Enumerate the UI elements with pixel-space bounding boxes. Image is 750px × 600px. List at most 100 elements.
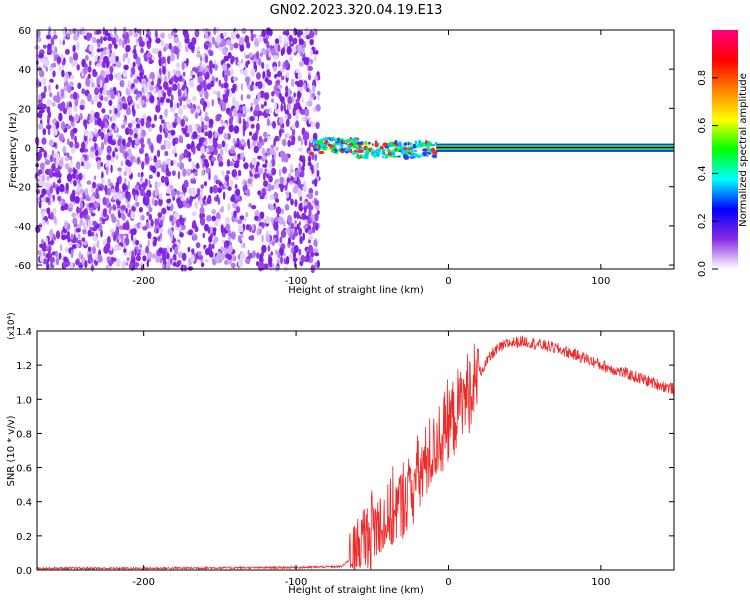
noise-speckle bbox=[67, 85, 72, 93]
x-tick-label: -100 bbox=[285, 276, 308, 287]
noise-speckle bbox=[305, 253, 311, 262]
noise-speckle bbox=[235, 206, 241, 214]
noise-speckle bbox=[295, 115, 299, 121]
noise-speckle bbox=[256, 122, 260, 132]
noise-speckle bbox=[58, 159, 64, 168]
noise-speckle bbox=[236, 142, 240, 148]
noise-speckle bbox=[104, 70, 110, 75]
noise-speckle bbox=[132, 49, 137, 54]
noise-speckle bbox=[306, 87, 310, 93]
noise-speckle bbox=[228, 245, 233, 253]
noise-speckle bbox=[86, 180, 92, 185]
noise-speckle bbox=[133, 78, 139, 84]
noise-speckle bbox=[228, 124, 234, 133]
noise-speckle bbox=[188, 230, 193, 236]
x-tick-label: -200 bbox=[132, 577, 155, 588]
noise-speckle bbox=[189, 79, 195, 88]
noise-speckle bbox=[63, 36, 66, 41]
noise-speckle bbox=[280, 247, 284, 257]
onset-blob bbox=[403, 142, 407, 146]
noise-speckle bbox=[214, 64, 219, 71]
noise-speckle bbox=[50, 211, 54, 221]
noise-speckle bbox=[209, 145, 215, 152]
noise-speckle bbox=[307, 100, 313, 107]
noise-speckle bbox=[192, 146, 196, 155]
noise-speckle bbox=[59, 183, 65, 193]
onset-blob bbox=[431, 154, 437, 158]
y-tick-label: 0.6 bbox=[16, 464, 32, 475]
noise-speckle bbox=[87, 246, 92, 252]
signal-band-strip bbox=[436, 149, 674, 152]
noise-speckle bbox=[49, 92, 53, 98]
noise-speckle bbox=[227, 133, 231, 140]
noise-speckle bbox=[216, 34, 221, 44]
noise-speckle bbox=[280, 243, 285, 250]
noise-speckle bbox=[173, 211, 179, 218]
noise-speckle bbox=[187, 151, 192, 158]
noise-speckle bbox=[83, 161, 89, 170]
noise-speckle bbox=[73, 179, 77, 187]
noise-speckle bbox=[113, 72, 117, 79]
noise-speckle bbox=[148, 59, 154, 65]
noise-speckle bbox=[296, 90, 302, 99]
noise-speckle bbox=[131, 119, 135, 125]
noise-speckle bbox=[200, 55, 203, 63]
noise-speckle bbox=[261, 62, 265, 69]
noise-speckle bbox=[295, 108, 300, 116]
noise-speckle bbox=[68, 241, 73, 246]
noise-speckle bbox=[122, 39, 125, 49]
noise-speckle bbox=[307, 155, 312, 163]
noise-speckle bbox=[108, 56, 114, 63]
noise-speckle bbox=[295, 98, 300, 103]
noise-speckle bbox=[263, 180, 268, 188]
noise-speckle bbox=[68, 155, 73, 161]
noise-speckle bbox=[179, 232, 184, 238]
noise-speckle bbox=[200, 146, 205, 154]
noise-speckle bbox=[107, 187, 112, 196]
noise-speckle bbox=[287, 214, 292, 223]
noise-speckle bbox=[300, 202, 303, 211]
noise-speckle bbox=[115, 60, 122, 68]
noise-speckle bbox=[308, 235, 314, 241]
noise-speckle bbox=[218, 181, 223, 187]
noise-speckle bbox=[159, 232, 163, 239]
onset-blob bbox=[322, 147, 328, 151]
noise-speckle bbox=[146, 137, 151, 145]
noise-speckle bbox=[211, 243, 215, 249]
noise-speckle bbox=[184, 44, 189, 53]
noise-speckle bbox=[212, 227, 217, 233]
noise-speckle bbox=[309, 164, 314, 171]
noise-speckle bbox=[230, 55, 235, 63]
noise-speckle bbox=[125, 207, 128, 214]
noise-speckle bbox=[106, 154, 112, 161]
noise-speckle bbox=[274, 38, 280, 45]
noise-speckle bbox=[208, 235, 213, 243]
onset-blob bbox=[337, 137, 340, 143]
noise-speckle bbox=[78, 251, 82, 260]
noise-speckle bbox=[102, 50, 107, 56]
noise-speckle bbox=[228, 110, 233, 118]
noise-speckle bbox=[256, 161, 260, 167]
noise-speckle bbox=[258, 222, 263, 227]
noise-speckle bbox=[203, 84, 208, 93]
noise-speckle bbox=[48, 139, 54, 147]
noise-speckle bbox=[154, 188, 159, 197]
onset-blob bbox=[426, 153, 429, 157]
noise-speckle bbox=[62, 27, 66, 36]
signal-band-strip bbox=[436, 148, 674, 151]
noise-speckle bbox=[161, 207, 167, 215]
noise-speckle bbox=[307, 66, 313, 71]
noise-speckle bbox=[151, 55, 155, 61]
noise-speckle bbox=[296, 211, 300, 220]
noise-speckle bbox=[241, 146, 245, 151]
onset-blob bbox=[324, 140, 329, 144]
noise-speckle bbox=[142, 226, 148, 231]
noise-speckle bbox=[138, 41, 145, 47]
noise-speckle bbox=[303, 131, 309, 140]
noise-speckle bbox=[204, 31, 209, 40]
noise-speckle bbox=[41, 239, 44, 245]
noise-speckle bbox=[163, 81, 168, 90]
noise-speckle bbox=[83, 173, 86, 180]
noise-speckle bbox=[153, 114, 158, 122]
onset-blob bbox=[391, 151, 396, 156]
